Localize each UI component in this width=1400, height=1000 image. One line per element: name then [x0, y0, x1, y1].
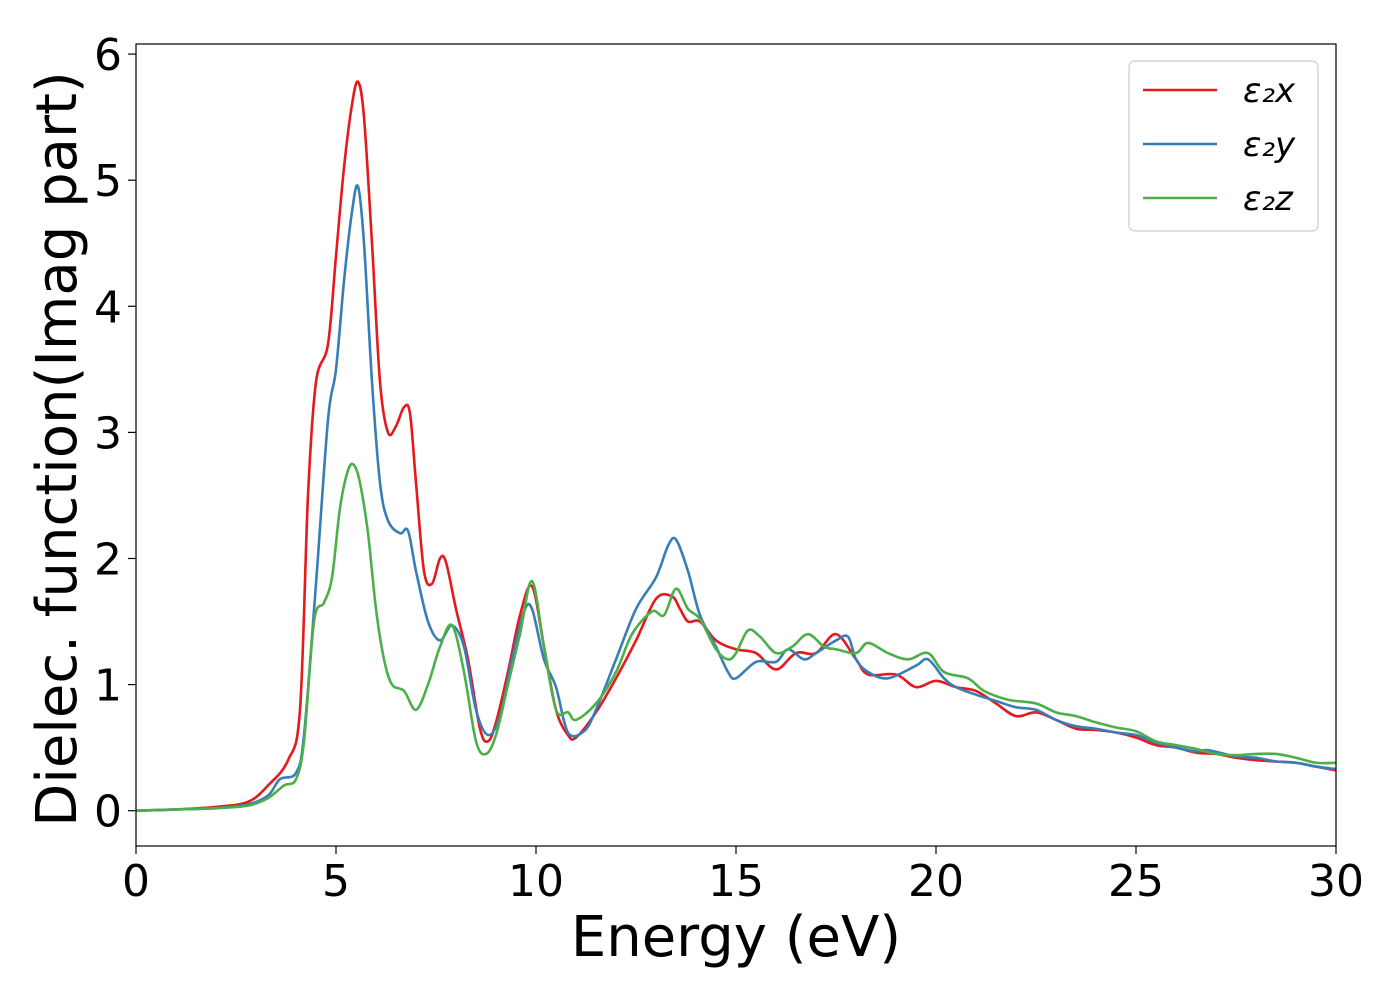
y-tick-label: 6: [94, 30, 122, 81]
series-line-1: [136, 184, 1336, 812]
legend-label-0: ε₂x: [1243, 71, 1296, 111]
x-tick-label: 25: [1108, 856, 1164, 907]
y-tick-label: 1: [94, 661, 122, 712]
x-tick-label: 5: [322, 856, 350, 907]
plot-area: [136, 80, 1336, 812]
series-line-0: [136, 80, 1336, 812]
legend: ε₂x ε₂y ε₂z: [1128, 60, 1319, 232]
x-axis-label: Energy (eV): [571, 905, 901, 970]
y-tick-label: 0: [94, 787, 122, 838]
y-tick-label: 4: [94, 282, 122, 333]
legend-box: [1128, 60, 1319, 232]
x-tick-label: 20: [908, 856, 964, 907]
y-tick-label: 3: [94, 408, 122, 459]
y-axis-label: Dielec. function(Imag part): [25, 71, 90, 827]
y-tick-label: 5: [94, 156, 122, 207]
legend-label-1: ε₂y: [1243, 125, 1296, 165]
x-tick-label: 0: [122, 856, 150, 907]
y-tick-label: 2: [94, 534, 122, 585]
legend-label-2: ε₂z: [1243, 179, 1294, 219]
series-line-2: [136, 462, 1336, 812]
x-tick-label: 10: [508, 856, 564, 907]
x-tick-label: 30: [1308, 856, 1364, 907]
axis-ticks: 0 5 10 15 20 25 30 0 1 2 3 4 5 6: [94, 30, 1364, 907]
x-tick-label: 15: [708, 856, 764, 907]
